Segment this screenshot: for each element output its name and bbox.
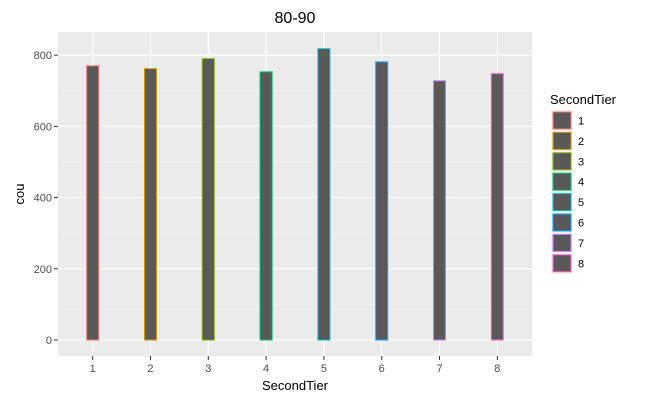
legend-key-1 [552,111,572,130]
legend-key-6 [552,213,572,232]
y-tick-label: 800 [34,50,52,62]
bar-8 [490,73,504,341]
chart-title: 80-90 [275,10,316,27]
y-tick-label: 600 [34,121,52,133]
x-tick-label: 2 [147,363,153,375]
legend-key-4 [552,172,572,191]
legend-label: 5 [578,197,584,209]
bar-4 [259,71,273,341]
legend-key-2 [552,131,572,150]
bar-3 [201,58,215,341]
bar-1 [86,65,100,341]
legend-label: 2 [578,136,584,148]
bars [86,48,504,341]
y-axis-title: cou [12,184,27,205]
legend-label: 6 [578,218,584,230]
x-tick-label: 4 [263,363,269,375]
x-tick-label: 7 [436,363,442,375]
legend-label: 7 [578,238,584,250]
x-tick-label: 8 [494,363,500,375]
bar-7 [433,80,447,341]
y-tick-label: 400 [34,193,52,205]
legend-key-3 [552,152,572,171]
legend-key-7 [552,233,572,252]
legend-label: 4 [578,177,584,189]
x-tick-label: 1 [90,363,96,375]
legend-title: SecondTier [550,92,617,107]
x-tick-label: 6 [379,363,385,375]
x-axis-title: SecondTier [262,378,329,393]
y-axis: 0 200 400 600 800 [34,50,58,347]
y-tick-label: 200 [34,264,52,276]
bar-5 [317,48,331,341]
legend-key-5 [552,193,572,212]
x-axis: 1 2 3 4 5 6 7 8 [90,356,500,375]
legend-label: 8 [578,258,584,270]
bar-2 [143,68,157,341]
minor-gridlines [58,90,532,305]
legend-label: 1 [578,116,584,128]
x-tick-label: 5 [321,363,327,375]
legend: SecondTier 1 2 3 4 5 6 7 8 [550,92,617,274]
bar-6 [375,61,389,341]
legend-key-8 [552,254,572,273]
legend-label: 3 [578,156,584,168]
y-tick-label: 0 [46,335,52,347]
plot-panel [58,32,532,356]
x-tick-label: 3 [205,363,211,375]
